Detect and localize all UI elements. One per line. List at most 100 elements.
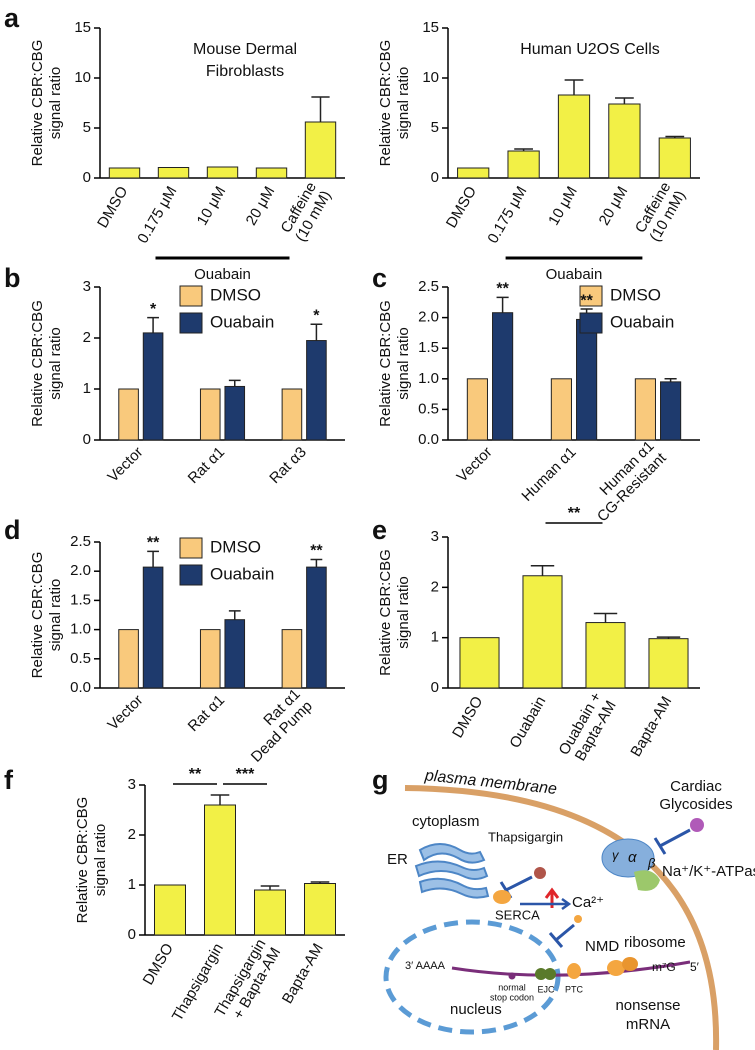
stop-label: normal: [498, 982, 526, 992]
inhibit-arrow: [548, 923, 575, 948]
group-label: Ouabain: [194, 266, 251, 283]
y-tick-label: 2.0: [418, 309, 439, 326]
y-tick-label: 0.0: [70, 679, 91, 696]
y-tick-label: 0: [431, 169, 439, 186]
y-tick-label: 0: [431, 679, 439, 696]
x-tick-label: 0.175 μM: [134, 183, 180, 246]
y-tick-label: 3: [128, 776, 136, 793]
bar: [459, 637, 500, 689]
end-label: 5′: [690, 960, 700, 974]
significance: **: [568, 505, 581, 522]
bar: [206, 166, 239, 179]
significance: **: [310, 543, 323, 560]
y-tick-label: 2.5: [70, 533, 91, 550]
calcium-icon: [574, 915, 582, 923]
x-tick-label-group: 20 μM: [243, 183, 279, 228]
bar: [142, 566, 164, 689]
error-bar: [210, 794, 230, 805]
x-tick-label-group: Bapta-AM: [279, 940, 327, 1006]
panel-letter: f: [4, 765, 14, 795]
y-tick-label: 2: [83, 329, 91, 346]
y-axis-label: Relative CBR:CBG: [377, 40, 394, 167]
error-bar: [514, 148, 533, 151]
x-tick-label: Rat α1: [185, 444, 229, 488]
x-tick-label-group: 0.175 μM: [134, 183, 180, 246]
legend-label: Ouabain: [210, 564, 274, 583]
chart-title: Mouse Dermal: [193, 41, 297, 58]
bar: [118, 388, 139, 441]
cytoplasm-label: cytoplasm: [412, 813, 480, 830]
y-tick-label: 1.0: [418, 370, 439, 387]
mrna-label: mRNA: [626, 1016, 670, 1033]
y-tick-label: 15: [74, 19, 91, 36]
y-axis-label: signal ratio: [395, 67, 412, 140]
x-tick-label: DMSO: [443, 183, 480, 230]
bar: [304, 883, 336, 936]
error-bar: [310, 323, 323, 341]
error-bar: [228, 379, 241, 387]
y-tick-label: 2: [128, 826, 136, 843]
panel-letter: d: [4, 515, 21, 545]
serca-label: SERCA: [495, 907, 540, 922]
error-bar: [564, 79, 584, 95]
y-tick-label: 5: [431, 119, 439, 136]
x-tick-label-group: Ouabain +Bapta-AM: [555, 689, 619, 764]
pump-label: Na⁺/K⁺-ATPase: [662, 863, 755, 880]
y-tick-label: 0: [83, 431, 91, 448]
ptc-icon: [567, 963, 581, 979]
y-tick-label: 0.0: [418, 431, 439, 448]
error-bar: [530, 564, 555, 576]
x-tick-label-group: Caffeine(10 mM): [632, 179, 689, 244]
stop-label: stop codon: [490, 992, 534, 1002]
inhibit-arrow: [653, 828, 691, 855]
x-tick-label: Vector: [104, 692, 146, 734]
x-tick-label: 10 μM: [545, 183, 581, 228]
y-axis-label: Relative CBR:CBG: [74, 797, 91, 924]
bar: [254, 889, 286, 936]
bar: [576, 318, 598, 441]
stop-codon: [508, 972, 516, 980]
legend-swatch: [579, 285, 603, 307]
cap-label: m⁷G: [652, 960, 676, 974]
error-bar: [664, 378, 677, 382]
x-tick-label-group: Human α1: [518, 444, 579, 505]
y-axis-label: signal ratio: [92, 824, 109, 897]
legend-label: Ouabain: [610, 312, 674, 331]
x-tick-label: DMSO: [94, 183, 131, 230]
thapsigargin-icon: [534, 867, 546, 879]
bar: [608, 103, 641, 179]
error-bar: [665, 135, 685, 138]
bar: [306, 566, 327, 689]
x-tick-label-group: 0.175 μM: [484, 183, 530, 246]
x-tick-label-group: DMSO: [449, 693, 486, 740]
x-tick-label: Rat α3: [266, 444, 310, 488]
er-shape: [414, 843, 490, 899]
y-axis-label: Relative CBR:CBG: [29, 552, 46, 679]
bar: [118, 629, 139, 689]
y-tick-label: 10: [74, 69, 91, 86]
subunit-label: β: [647, 855, 656, 870]
nucleus-shape: [383, 919, 561, 1035]
x-tick-label-group: Ouabain: [506, 693, 549, 751]
error-bar: [311, 96, 330, 122]
glycoside-label: Glycosides: [659, 796, 732, 813]
x-tick-label: DMSO: [140, 940, 177, 987]
x-tick-label: Rat α1: [185, 692, 229, 736]
bar: [658, 137, 691, 179]
subunit-label: γ: [612, 847, 620, 862]
y-tick-label: 2.0: [70, 562, 91, 579]
legend-swatch: [179, 285, 203, 307]
y-tick-label: 1: [83, 380, 91, 397]
x-tick-label-group: Vector: [104, 444, 146, 486]
x-tick-label-group: DMSO: [443, 183, 480, 230]
tail-label: 3′ AAAA: [405, 960, 446, 972]
y-tick-label: 1.5: [418, 339, 439, 356]
bar: [255, 167, 288, 179]
legend-label: Ouabain: [210, 312, 274, 331]
y-tick-label: 3: [431, 528, 439, 545]
x-tick-label: Ouabain: [506, 693, 549, 751]
ejc-icon: [535, 968, 547, 980]
x-tick-label-group: Bapta-AM: [627, 693, 675, 759]
